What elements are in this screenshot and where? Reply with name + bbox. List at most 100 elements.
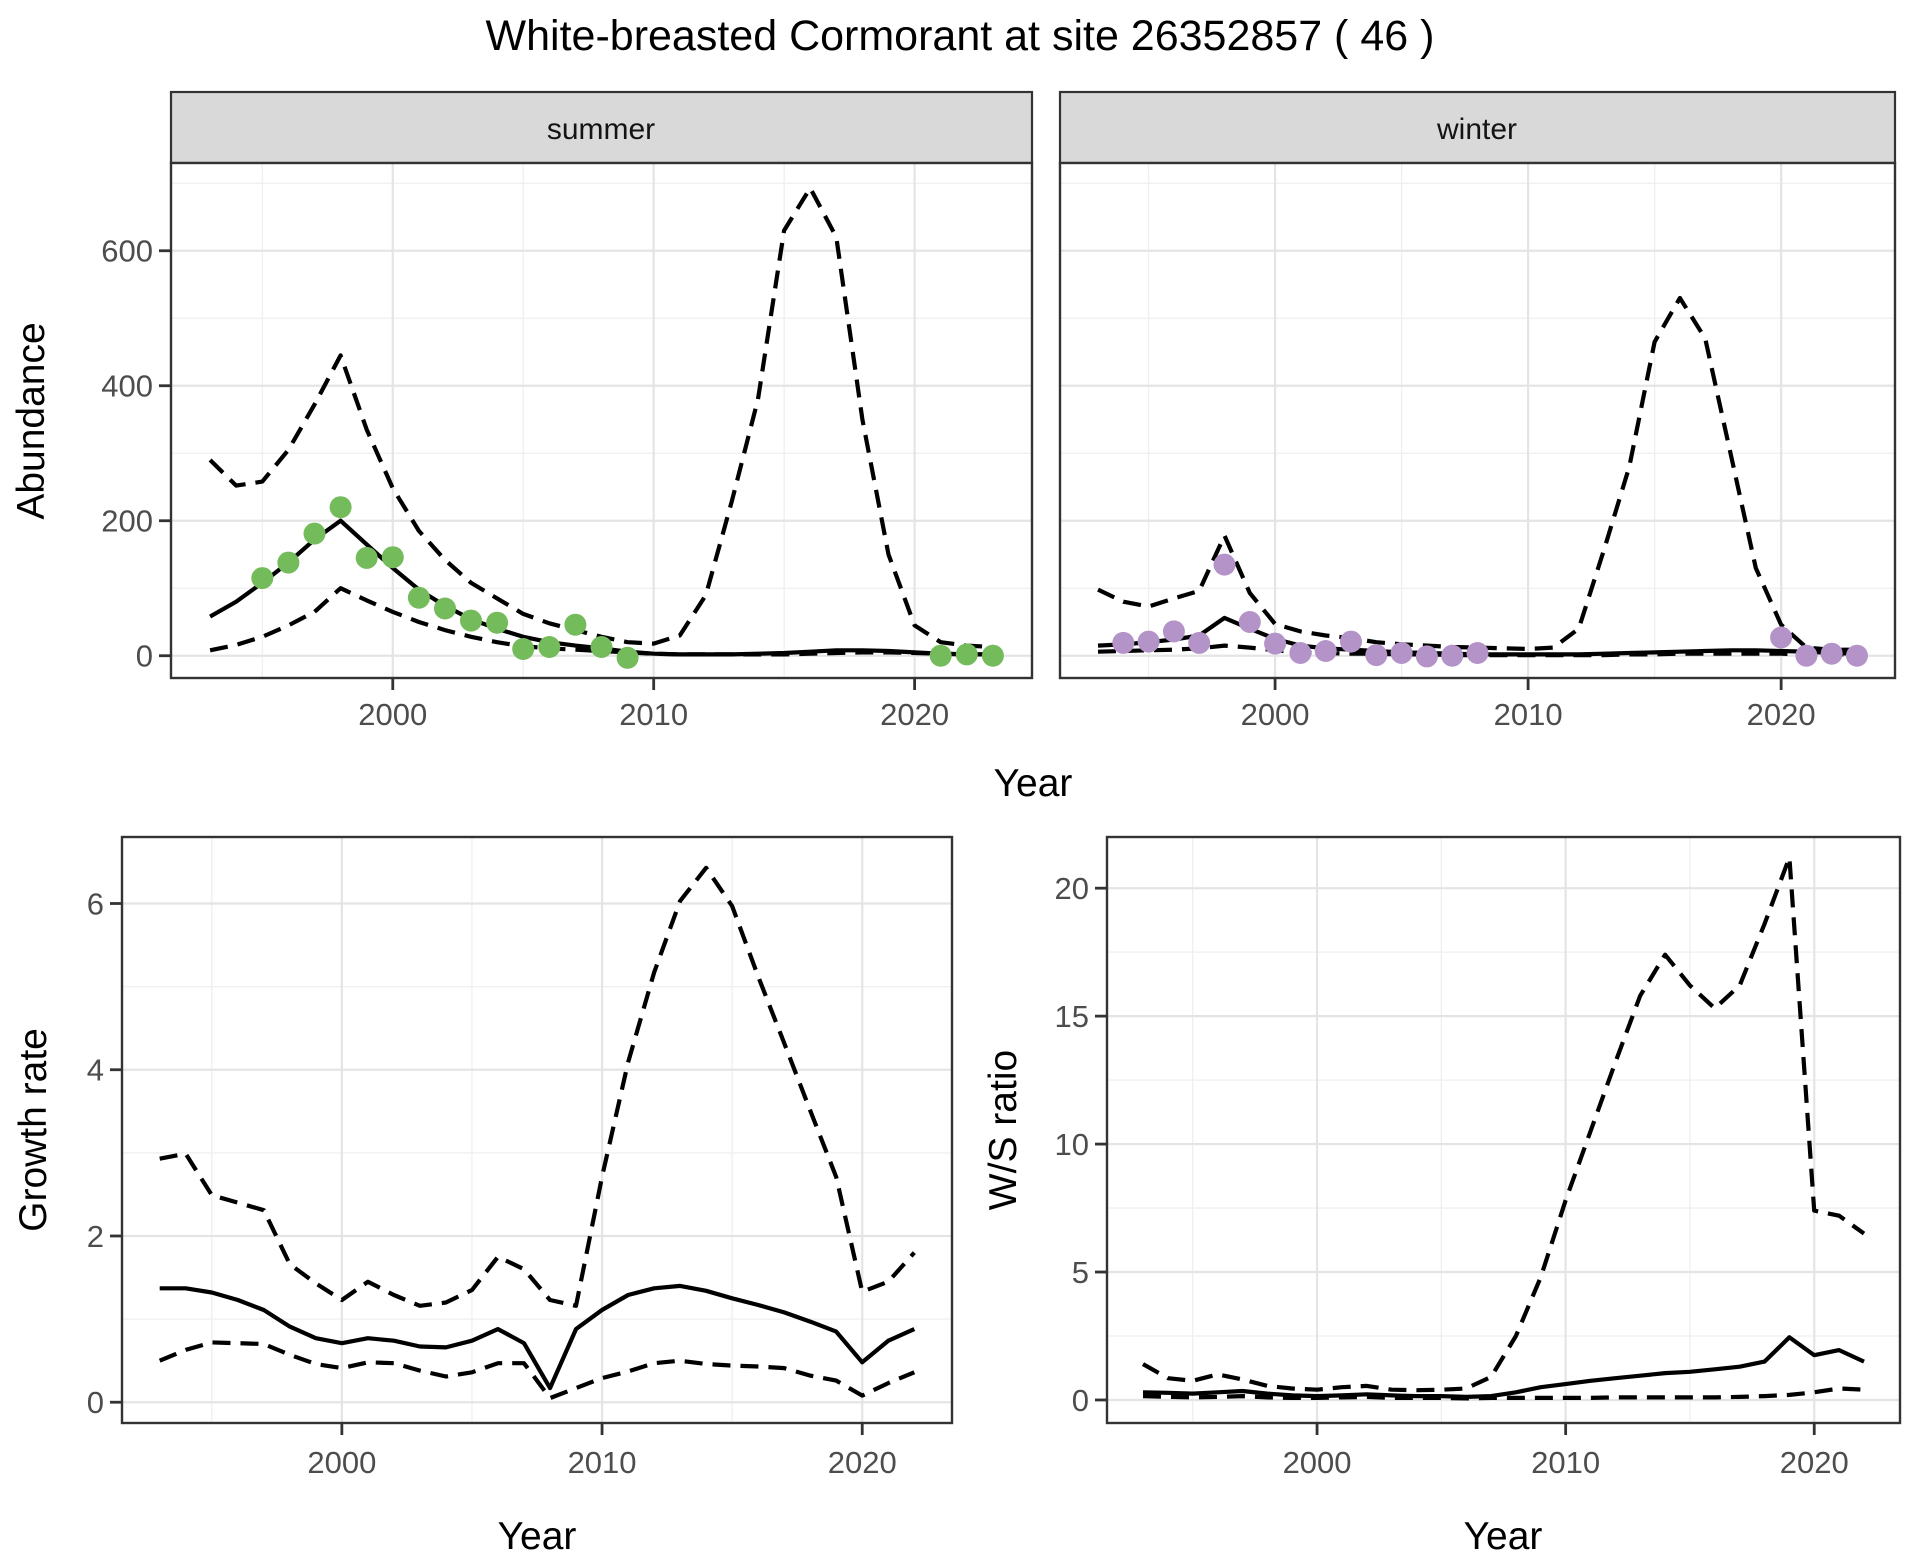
series-group: [1141, 855, 1866, 1401]
data-point-abundance-summer: [538, 636, 561, 658]
facet-strip-summer-label: summer: [547, 113, 655, 146]
panel-background: [122, 837, 952, 1423]
data-point-abundance-summer: [355, 546, 378, 569]
panel-border: [120, 835, 954, 1425]
data-point-abundance-winter: [1188, 631, 1211, 654]
growth-year-axis-title: Year: [498, 1515, 577, 1558]
y-tick-label: 5: [1072, 1255, 1089, 1290]
panel-ws-ratio: 2000 2010 2020 0 5 10 15 20: [1055, 835, 1902, 1480]
panel-background: [1060, 163, 1895, 678]
data-point-abundance-summer: [381, 546, 404, 569]
x-tick-label: 2000: [1283, 1445, 1352, 1480]
data-point-abundance-winter: [1112, 631, 1135, 654]
panel-background: [171, 163, 1032, 678]
facet-strip-winter: [1058, 90, 1897, 165]
series-group: [1097, 295, 1868, 668]
y-tick-label: 10: [1055, 1127, 1089, 1162]
plot-title: White-breasted Cormorant at site 2635285…: [486, 12, 1435, 60]
data-point-abundance-winter: [1213, 553, 1236, 576]
data-point-abundance-winter: [1289, 642, 1312, 664]
data-point-abundance-winter: [1466, 642, 1489, 664]
data-point-abundance-summer: [303, 522, 326, 545]
ws-year-axis-title: Year: [1464, 1515, 1543, 1558]
data-point-abundance-summer: [590, 636, 613, 658]
data-point-abundance-winter: [1795, 644, 1818, 667]
series-line-lower_ci: [209, 586, 993, 657]
data-point-abundance-winter: [1365, 644, 1388, 667]
y-tick-label: 4: [87, 1053, 104, 1088]
y-tick-label: 0: [136, 639, 153, 674]
x-tick-label: 2000: [1241, 697, 1310, 732]
x-tick-label: 2000: [307, 1445, 376, 1480]
data-point-abundance-winter: [1264, 632, 1287, 655]
data-point-abundance-winter: [1162, 620, 1185, 643]
x-tick-label: 2020: [880, 697, 949, 732]
y-tick-label: 0: [1072, 1383, 1089, 1418]
data-point-abundance-summer: [407, 586, 430, 609]
y-tick-label: 200: [101, 504, 153, 539]
top-year-axis-title: Year: [994, 762, 1073, 805]
y-tick-label: 15: [1055, 999, 1089, 1034]
series-line-fit: [1142, 1335, 1865, 1400]
x-tick-label: 2010: [1531, 1445, 1600, 1480]
panel-border: [1105, 835, 1902, 1425]
data-point-abundance-winter: [1415, 645, 1438, 668]
series-line-lower_ci: [158, 1340, 916, 1401]
series-line-upper_ci: [159, 865, 916, 1308]
y-tick-label: 20: [1055, 871, 1089, 906]
series-group: [208, 185, 1004, 669]
data-point-abundance-summer: [251, 567, 274, 590]
y-tick-label: 6: [87, 886, 104, 921]
x-tick-label: 2000: [358, 697, 427, 732]
y-tick-label: 2: [87, 1219, 104, 1254]
data-point-abundance-summer: [434, 597, 456, 620]
facet-strip-summer: [169, 90, 1034, 165]
ws-ratio-axis-title: W/S ratio: [982, 1050, 1025, 1210]
data-point-abundance-winter: [1441, 644, 1464, 667]
data-point-abundance-summer: [512, 638, 535, 660]
x-tick-label: 2010: [1494, 697, 1563, 732]
data-point-abundance-winter: [1846, 644, 1868, 667]
data-point-abundance-summer: [329, 496, 352, 519]
abundance-axis-title: Abundance: [10, 322, 53, 519]
x-tick-label: 2020: [1780, 1445, 1849, 1480]
panel-border: [169, 161, 1034, 680]
series-line-lower_ci: [1142, 1386, 1865, 1401]
data-point-abundance-summer: [277, 551, 300, 574]
data-point-abundance-winter: [1770, 626, 1793, 649]
panel-abundance-winter: 2000 2010 2020: [1058, 161, 1897, 732]
series-group: [158, 865, 916, 1401]
data-point-abundance-summer: [929, 644, 952, 667]
facet-strips: [169, 90, 1897, 165]
facet-strip-winter-label: winter: [1436, 113, 1517, 146]
data-point-abundance-winter: [1820, 642, 1843, 665]
y-tick-label: 600: [101, 234, 153, 269]
series-line-fit: [159, 1283, 916, 1391]
data-point-abundance-summer: [981, 644, 1004, 667]
x-tick-label: 2020: [828, 1445, 897, 1480]
data-point-abundance-summer: [564, 613, 587, 636]
data-point-abundance-summer: [486, 611, 509, 634]
y-tick-label: 0: [87, 1385, 104, 1420]
x-tick-label: 2010: [619, 697, 688, 732]
x-tick-label: 2010: [568, 1445, 637, 1480]
data-point-abundance-winter: [1340, 630, 1362, 653]
data-point-abundance-winter: [1137, 630, 1160, 653]
series-line-upper_ci: [1141, 855, 1866, 1393]
data-point-abundance-summer: [460, 609, 482, 632]
data-point-abundance-summer: [955, 643, 978, 666]
data-point-abundance-summer: [616, 646, 639, 669]
growth-rate-axis-title: Growth rate: [12, 1028, 55, 1232]
panel-border: [1058, 161, 1897, 680]
data-point-abundance-winter: [1238, 611, 1261, 633]
x-tick-label: 2020: [1747, 697, 1816, 732]
panel-growth-rate: 2000 2010 2020 0 2 4 6: [87, 835, 954, 1480]
data-point-abundance-winter: [1314, 640, 1337, 662]
panel-abundance-summer: 2000 2010 2020 0 200 400 600: [101, 161, 1034, 732]
data-point-abundance-winter: [1390, 642, 1413, 664]
y-tick-label: 400: [101, 369, 153, 404]
panel-background: [1107, 837, 1900, 1423]
